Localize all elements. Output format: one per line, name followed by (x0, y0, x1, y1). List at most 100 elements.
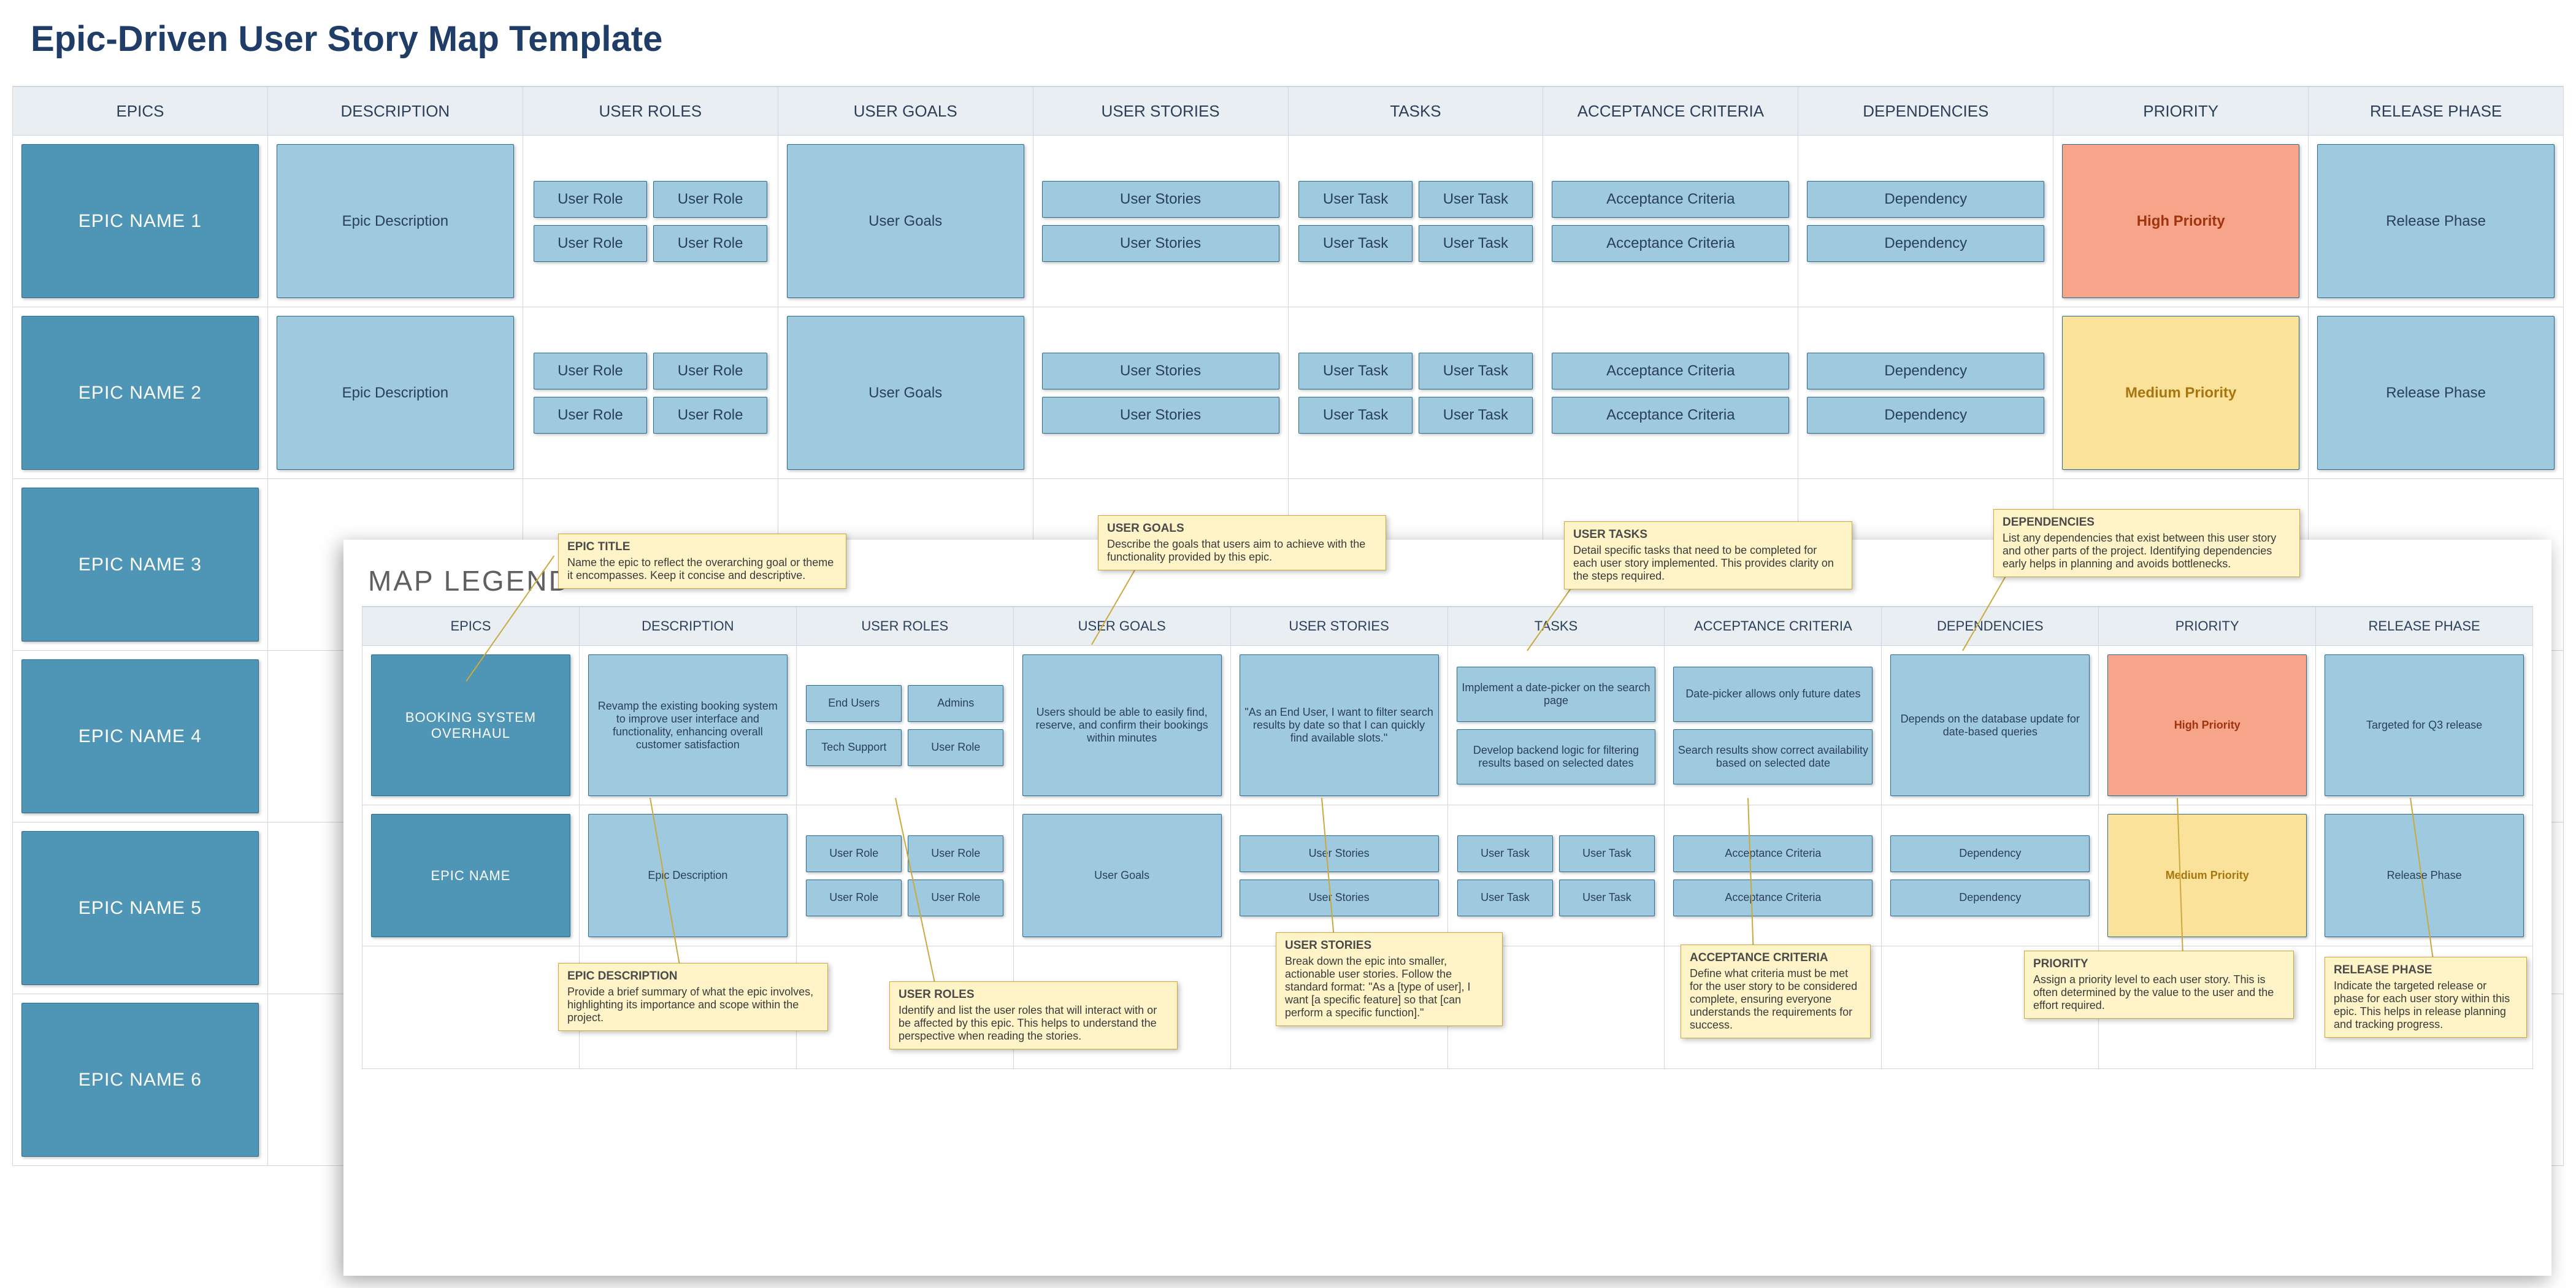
callout-user-roles: USER ROLES Identify and list the user ro… (889, 981, 1178, 1049)
dependency-card: Dependency (1807, 181, 2044, 218)
lg-criteria: Date-picker allows only future dates (1673, 667, 1873, 722)
lg2-acc: Acceptance Criteria (1673, 835, 1873, 872)
lg2-dep: Dependency (1890, 880, 2090, 916)
task-card: User Task (1298, 225, 1413, 262)
epic-row: EPIC NAME 1Epic Description User RoleUse… (12, 136, 2564, 307)
lg2-epic: EPIC NAME (371, 814, 570, 937)
acceptance-card: Acceptance Criteria (1552, 225, 1789, 262)
callout-acceptance: ACCEPTANCE CRITERIA Define what criteria… (1681, 945, 1871, 1038)
lg2-priority: Medium Priority (2107, 814, 2307, 937)
epic-row: EPIC NAME 2Epic Description User RoleUse… (12, 307, 2564, 479)
lg-goal: Users should be able to easily find, res… (1022, 654, 1222, 796)
lg2-goal: User Goals (1022, 814, 1222, 937)
story-card: User Stories (1042, 353, 1279, 389)
release-card: Release Phase (2317, 144, 2555, 298)
callout-dependencies: DEPENDENCIES List any dependencies that … (1993, 509, 2300, 577)
lg2-dep: Dependency (1890, 835, 2090, 872)
callout-release: RELEASE PHASE Indicate the targeted rele… (2325, 957, 2527, 1038)
lg-col-release: RELEASE PHASE (2316, 607, 2533, 646)
lg-desc: Revamp the existing booking system to im… (588, 654, 788, 796)
lg-criteria: Search results show correct availability… (1673, 729, 1873, 784)
col-tasks: TASKS (1289, 86, 1544, 136)
lg-task: Implement a date-picker on the search pa… (1457, 667, 1656, 722)
lg2-task: User Task (1457, 880, 1553, 916)
lg-role: User Role (908, 729, 1003, 766)
dependency-card: Dependency (1807, 397, 2044, 434)
task-card: User Task (1419, 225, 1533, 262)
lg-col-epics: EPICS (362, 607, 580, 646)
col-dependencies: DEPENDENCIES (1798, 86, 2053, 136)
epic-desc-card: Epic Description (277, 316, 514, 470)
role-card: User Role (653, 181, 767, 218)
lg-role: End Users (806, 685, 902, 722)
callout-user-goals: USER GOALS Describe the goals that users… (1098, 515, 1386, 570)
lg-col-dependencies: DEPENDENCIES (1882, 607, 2099, 646)
epic-name-card: EPIC NAME 5 (21, 831, 259, 985)
acceptance-card: Acceptance Criteria (1552, 397, 1789, 434)
callout-epic-title: EPIC TITLE Name the epic to reflect the … (558, 534, 846, 589)
epic-name-card: EPIC NAME 2 (21, 316, 259, 470)
callout-priority: PRIORITY Assign a priority level to each… (2024, 951, 2294, 1019)
priority-card: Medium Priority (2062, 316, 2299, 470)
lg-release: Targeted for Q3 release (2325, 654, 2524, 796)
task-card: User Task (1419, 353, 1533, 389)
lg2-role: User Role (806, 835, 902, 872)
lg2-role: User Role (908, 835, 1003, 872)
lg-col-user-goals: USER GOALS (1014, 607, 1231, 646)
lg2-desc: Epic Description (588, 814, 788, 937)
role-card: User Role (534, 353, 648, 389)
role-card: User Role (653, 353, 767, 389)
story-card: User Stories (1042, 397, 1279, 434)
lg-col-user-stories: USER STORIES (1231, 607, 1448, 646)
acceptance-card: Acceptance Criteria (1552, 353, 1789, 389)
callout-epic-desc: EPIC DESCRIPTION Provide a brief summary… (558, 963, 828, 1031)
lg2-role: User Role (908, 880, 1003, 916)
role-card: User Role (534, 397, 648, 434)
task-card: User Task (1419, 397, 1533, 434)
priority-card: High Priority (2062, 144, 2299, 298)
lg2-story: User Stories (1240, 835, 1439, 872)
lg2-task: User Task (1559, 880, 1655, 916)
col-acceptance: ACCEPTANCE CRITERIA (1543, 86, 1798, 136)
epic-name-card: EPIC NAME 3 (21, 488, 259, 642)
role-card: User Role (653, 397, 767, 434)
task-card: User Task (1298, 397, 1413, 434)
dependency-card: Dependency (1807, 353, 2044, 389)
release-card: Release Phase (2317, 316, 2555, 470)
lg-story: "As an End User, I want to filter search… (1240, 654, 1439, 796)
col-user-goals: USER GOALS (778, 86, 1033, 136)
col-user-stories: USER STORIES (1033, 86, 1289, 136)
page-title: Epic-Driven User Story Map Template (0, 0, 2576, 72)
lg-col-user-roles: USER ROLES (797, 607, 1014, 646)
legend-example-row: BOOKING SYSTEM OVERHAUL Revamp the exist… (362, 646, 2533, 805)
lg2-role: User Role (806, 880, 902, 916)
lg-role: Tech Support (806, 729, 902, 766)
col-release: RELEASE PHASE (2309, 86, 2564, 136)
task-card: User Task (1298, 181, 1413, 218)
epic-desc-card: Epic Description (277, 144, 514, 298)
goal-card: User Goals (787, 144, 1024, 298)
epic-name-card: EPIC NAME 1 (21, 144, 259, 298)
acceptance-card: Acceptance Criteria (1552, 181, 1789, 218)
task-card: User Task (1298, 353, 1413, 389)
role-card: User Role (653, 225, 767, 262)
lg2-task: User Task (1559, 835, 1655, 872)
col-user-roles: USER ROLES (523, 86, 778, 136)
lg-priority: High Priority (2107, 654, 2307, 796)
epic-name-card: EPIC NAME 6 (21, 1003, 259, 1157)
col-epics: EPICS (12, 86, 268, 136)
dependency-card: Dependency (1807, 225, 2044, 262)
epic-name-card: EPIC NAME 4 (21, 659, 259, 813)
lg-task: Develop backend logic for filtering resu… (1457, 729, 1656, 784)
task-card: User Task (1419, 181, 1533, 218)
lg-col-tasks: TASKS (1448, 607, 1665, 646)
lg-col-priority: PRIORITY (2099, 607, 2316, 646)
header-row: EPICS DESCRIPTION USER ROLES USER GOALS … (12, 86, 2564, 136)
lg2-story: User Stories (1240, 880, 1439, 916)
callout-user-tasks: USER TASKS Detail specific tasks that ne… (1564, 521, 1852, 589)
story-card: User Stories (1042, 225, 1279, 262)
lg-col-description: DESCRIPTION (580, 607, 797, 646)
role-card: User Role (534, 181, 648, 218)
story-card: User Stories (1042, 181, 1279, 218)
lg-dep: Depends on the database update for date-… (1890, 654, 2090, 796)
